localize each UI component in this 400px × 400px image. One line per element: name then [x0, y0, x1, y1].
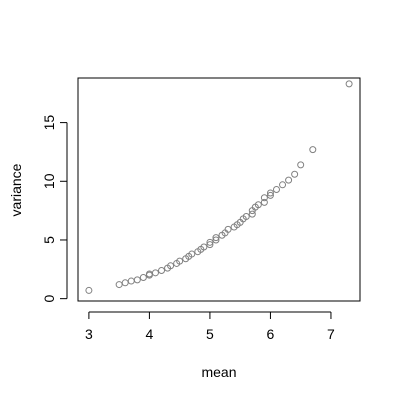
y-tick-label: 10: [41, 173, 57, 189]
data-point: [242, 212, 250, 220]
data-points: [85, 80, 353, 294]
data-point: [176, 257, 184, 265]
data-point: [279, 181, 287, 189]
data-point: [309, 146, 317, 154]
data-point: [200, 243, 208, 251]
y-tick-label: 0: [41, 295, 57, 303]
data-point: [212, 234, 220, 242]
data-point: [297, 161, 305, 169]
x-tick-label: 6: [267, 326, 275, 342]
data-point: [121, 279, 129, 287]
x-tick-label: 7: [327, 326, 335, 342]
y-tick-label: 5: [41, 236, 57, 244]
data-point: [206, 238, 214, 246]
data-point: [254, 201, 262, 209]
data-point: [115, 281, 123, 289]
y-axis: 0 5 10 15: [41, 115, 68, 303]
data-point: [248, 210, 256, 218]
x-tick-label: 3: [85, 326, 93, 342]
x-axis-title: mean: [201, 364, 236, 380]
x-axis: 3 4 5 6 7: [85, 311, 335, 342]
data-point: [272, 186, 280, 193]
data-point: [212, 236, 220, 244]
data-point: [127, 277, 135, 285]
data-point: [285, 176, 293, 184]
data-point: [345, 80, 353, 88]
data-point: [158, 266, 166, 274]
data-point: [206, 241, 214, 249]
y-axis-title: variance: [8, 163, 24, 216]
x-tick-label: 5: [206, 326, 214, 342]
plot-frame: [77, 77, 361, 302]
data-point: [151, 269, 159, 277]
data-point: [188, 250, 196, 258]
x-tick-label: 4: [146, 326, 154, 342]
data-point: [133, 276, 141, 284]
data-point: [139, 274, 147, 282]
data-point: [85, 286, 93, 294]
data-point: [260, 198, 268, 206]
data-point: [266, 191, 274, 199]
data-point: [224, 225, 232, 233]
data-point: [260, 194, 268, 202]
data-point: [167, 262, 175, 270]
data-point: [291, 170, 299, 178]
y-tick-label: 15: [41, 115, 57, 131]
data-point: [266, 189, 274, 197]
